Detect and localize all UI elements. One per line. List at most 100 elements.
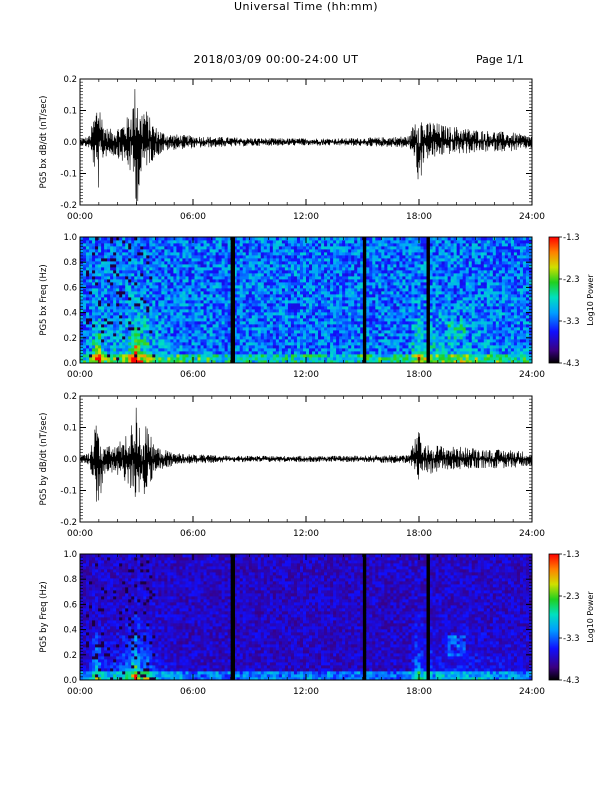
spectrogram-cell	[167, 240, 171, 244]
spectrogram-cell	[203, 270, 207, 274]
spectrogram-cell	[155, 273, 159, 277]
spectrogram-cell	[95, 294, 99, 298]
spectrogram-cell	[357, 312, 361, 316]
spectrogram-cell	[423, 270, 427, 274]
spectrogram-cell	[242, 243, 247, 247]
spectrogram-cell	[275, 360, 280, 364]
spectrogram-cell	[293, 345, 298, 349]
spectrogram-cell	[146, 342, 150, 346]
spectrogram-cell	[212, 318, 216, 322]
spectrogram-cell	[197, 279, 201, 283]
spectrogram-cell	[143, 294, 147, 298]
spectrogram-cell	[194, 333, 198, 337]
spectrogram-cell	[293, 300, 298, 304]
spectrogram-cell	[248, 243, 253, 247]
spectrogram-cell	[83, 276, 87, 280]
y-tick-label: 0.2	[63, 75, 77, 85]
spectrogram-cell	[107, 282, 111, 286]
spectrogram-cell	[209, 309, 213, 313]
spectrogram-cell	[233, 291, 238, 295]
spectrogram-cell	[176, 249, 180, 253]
spectrogram-cell	[381, 312, 385, 316]
spectrogram-cell	[143, 354, 147, 358]
spectrogram-cell	[387, 243, 391, 247]
spectrogram-cell	[254, 360, 259, 364]
spectrogram-cell	[384, 240, 388, 244]
spectrogram-cell	[414, 315, 418, 319]
spectrogram-cell	[420, 240, 424, 244]
spectrogram-cell	[197, 303, 201, 307]
spectrogram-cell	[318, 300, 322, 304]
spectrogram-cell	[176, 252, 180, 256]
spectrogram-cell	[296, 300, 301, 304]
spectrogram-cell	[140, 246, 144, 250]
spectrogram-cell	[263, 243, 268, 247]
spectrogram-cell	[122, 348, 126, 352]
spectrogram-cell	[257, 270, 262, 274]
spectrogram-cell	[302, 321, 307, 325]
spectrogram-cell	[251, 267, 256, 271]
spectrogram-cell	[233, 261, 238, 265]
spectrogram-cell	[375, 285, 379, 289]
spectrogram-cell	[101, 336, 105, 340]
spectrogram-cell	[233, 279, 238, 283]
spectrogram-cell	[113, 252, 117, 256]
spectrogram-cell	[351, 270, 355, 274]
spectrogram-cell	[143, 333, 147, 337]
spectrogram-cell	[242, 303, 247, 307]
spectrogram-cell	[387, 327, 391, 331]
spectrogram-cell	[98, 300, 102, 304]
spectrogram-cell	[299, 315, 304, 319]
spectrogram-cell	[342, 324, 346, 328]
spectrogram-cell	[299, 300, 304, 304]
spectrogram-cell	[125, 339, 129, 343]
spectrogram-cell	[188, 330, 192, 334]
spectrogram-cell	[191, 243, 195, 247]
spectrogram-cell	[290, 282, 295, 286]
spectrogram-cell	[336, 300, 340, 304]
spectrogram-cell	[251, 300, 256, 304]
spectrogram-cell	[393, 327, 397, 331]
spectrogram-cell	[390, 312, 394, 316]
spectrogram-cell	[287, 249, 292, 253]
spectrogram-cell	[269, 246, 274, 250]
spectrogram-cell	[357, 327, 361, 331]
spectrogram-cell	[131, 261, 135, 265]
spectrogram-cell	[351, 267, 355, 271]
spectrogram-cell	[269, 252, 274, 256]
spectrogram-cell	[92, 276, 96, 280]
spectrogram-cell	[327, 300, 331, 304]
spectrogram-cell	[110, 276, 114, 280]
spectrogram-cell	[116, 249, 120, 253]
spectrogram-cell	[143, 339, 147, 343]
spectrogram-cell	[248, 261, 253, 265]
spectrogram-cell	[197, 321, 201, 325]
spectrogram-cell	[399, 288, 403, 292]
spectrogram-cell	[321, 345, 325, 349]
spectrogram-cell	[173, 294, 177, 298]
spectrogram-cell	[339, 309, 343, 313]
spectrogram-cell	[164, 294, 168, 298]
spectrogram-cell	[95, 282, 99, 286]
spectrogram-cell	[309, 276, 313, 280]
spectrogram-cell	[306, 294, 310, 298]
spectrogram-cell	[89, 261, 93, 265]
spectrogram-cell	[417, 264, 421, 268]
spectrogram-cell	[342, 285, 346, 289]
spectrogram-cell	[281, 351, 286, 355]
spectrogram-cell	[330, 240, 334, 244]
spectrogram-cell	[348, 336, 352, 340]
spectrogram-cell	[188, 237, 192, 241]
spectrogram-cell	[399, 336, 403, 340]
spectrogram-cell	[119, 288, 123, 292]
spectrogram-cell	[110, 318, 114, 322]
spectrogram-cell	[417, 330, 421, 334]
spectrogram-cell	[411, 330, 415, 334]
spectrogram-cell	[233, 342, 238, 346]
spectrogram-cell	[116, 357, 120, 361]
spectrogram-cell	[287, 339, 292, 343]
spectrogram-cell	[333, 279, 337, 283]
spectrogram-cell	[284, 255, 289, 259]
spectrogram-cell	[396, 354, 400, 358]
spectrogram-cell	[143, 285, 147, 289]
